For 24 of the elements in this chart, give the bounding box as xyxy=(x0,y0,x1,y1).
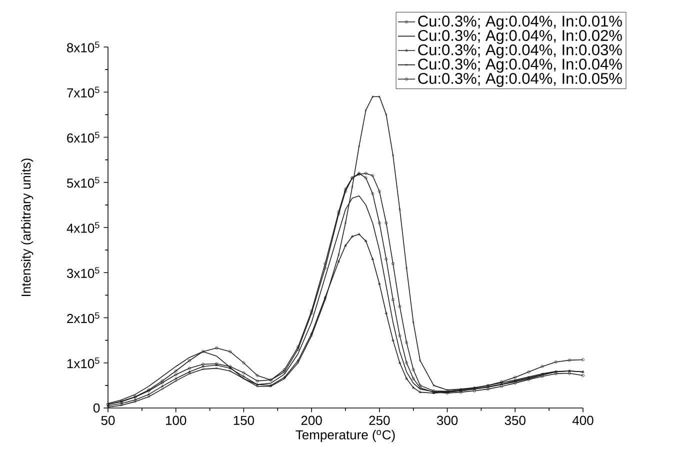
y-tick-label: 3x10$^{5}$ xyxy=(66,267,100,278)
x-tick-label: 100 xyxy=(166,416,186,426)
legend-label: Cu:0.3%; Ag:0.04%, In:0.05% xyxy=(418,72,622,88)
y-tick-label: 8x10$^{5}$ xyxy=(67,42,100,52)
y-tick-label: 1x10$^{5}$ xyxy=(67,358,100,368)
x-axis-title: Temperature ($^{o}$C) xyxy=(296,430,395,442)
y-tick-label: 4x10$^{5}$ xyxy=(66,222,100,233)
y-tick-label: 0 xyxy=(93,403,100,413)
x-tick-label: 300 xyxy=(436,416,458,426)
legend-label: Cu:0.3%; Ag:0.04%, In:0.01% xyxy=(418,16,622,30)
y-tick-label: 7x10$^{5}$ xyxy=(67,86,100,98)
legend-label: Cu:0.3%; Ag:0.04%, In:0.02% xyxy=(418,30,622,44)
x-tick-label: 50 xyxy=(101,416,115,426)
y-tick-label: 2x10$^{5}$ xyxy=(67,312,100,324)
x-tick-label: 200 xyxy=(301,416,322,426)
x-tick-label: 250 xyxy=(369,416,390,426)
x-tick-label: 150 xyxy=(234,416,254,426)
y-axis-title: Intensity (arbitrary units) xyxy=(21,158,34,296)
legend-label: Cu:0.3%; Ag:0.04%, In:0.04% xyxy=(418,58,622,73)
y-tick-label: 6x10$^{5}$ xyxy=(67,132,100,143)
legend-label: Cu:0.3%; Ag:0.04%, In:0.03% xyxy=(418,44,622,58)
x-tick-label: 400 xyxy=(572,416,594,426)
y-tick-label: 5x10$^{5}$ xyxy=(66,177,100,188)
x-tick-label: 350 xyxy=(504,416,526,426)
